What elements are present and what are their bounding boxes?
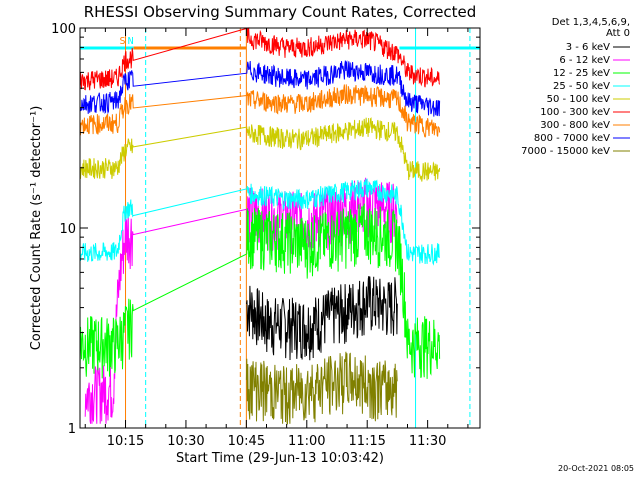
- series-3: [79, 178, 441, 266]
- legend-label-0: 3 - 6 keV: [566, 42, 610, 53]
- legend-label-1: 6 - 12 keV: [559, 55, 610, 66]
- x-tick-label-4: 11:15: [348, 434, 385, 449]
- series-4: [79, 117, 441, 182]
- x-tick-label-5: 11:30: [409, 434, 446, 449]
- legend-header-1: Att 0: [606, 28, 630, 39]
- legend-label-7: 800 - 7000 keV: [534, 133, 610, 144]
- series-line-0: [246, 276, 398, 361]
- legend-label-5: 100 - 300 keV: [540, 107, 610, 118]
- series-8: [245, 351, 398, 425]
- x-axis-label: Start Time (29-Jun-13 10:03:42): [176, 451, 384, 466]
- footer-timestamp: 20-Oct-2021 08:05: [558, 464, 634, 473]
- annotation-0: S: [120, 36, 126, 47]
- series-7: [79, 60, 441, 117]
- x-tick-label-3: 11:00: [288, 434, 325, 449]
- series-line-5: [79, 26, 441, 91]
- y-tick-label-1: 10: [59, 222, 76, 237]
- series-line-7: [79, 60, 441, 117]
- legend-label-6: 300 - 800 keV: [540, 120, 610, 131]
- x-tick-label-1: 10:30: [167, 434, 204, 449]
- series-line-4: [79, 117, 441, 182]
- legend-header-0: Det 1,3,4,5,6,9,: [552, 17, 630, 28]
- series-line-3: [79, 178, 441, 266]
- y-tick-label-2: 100: [51, 22, 76, 37]
- legend-label-3: 25 - 50 keV: [553, 81, 610, 92]
- y-tick-label-0: 1: [68, 422, 76, 437]
- x-tick-label-0: 10:15: [107, 434, 144, 449]
- series-0: [246, 276, 398, 361]
- series-5: [79, 26, 441, 91]
- series-2: [79, 203, 441, 379]
- series-6: [79, 84, 441, 138]
- series-line-6: [79, 84, 441, 138]
- legend-label-2: 12 - 25 keV: [553, 68, 610, 79]
- series-line-8: [245, 351, 398, 425]
- series-line-2: [79, 203, 441, 379]
- legend: Det 1,3,4,5,6,9,Att 0 3 - 6 keV 6 - 12 keV…: [521, 17, 630, 157]
- legend-label-4: 50 - 100 keV: [547, 94, 611, 105]
- annotation-1: N: [128, 36, 134, 47]
- legend-label-8: 7000 - 15000 keV: [521, 146, 610, 157]
- y-axis-label: Corrected Count Rate (s⁻¹ detector⁻¹): [29, 106, 44, 351]
- x-tick-label-2: 10:45: [228, 434, 265, 449]
- chart-title: RHESSI Observing Summary Count Rates, Co…: [84, 3, 477, 21]
